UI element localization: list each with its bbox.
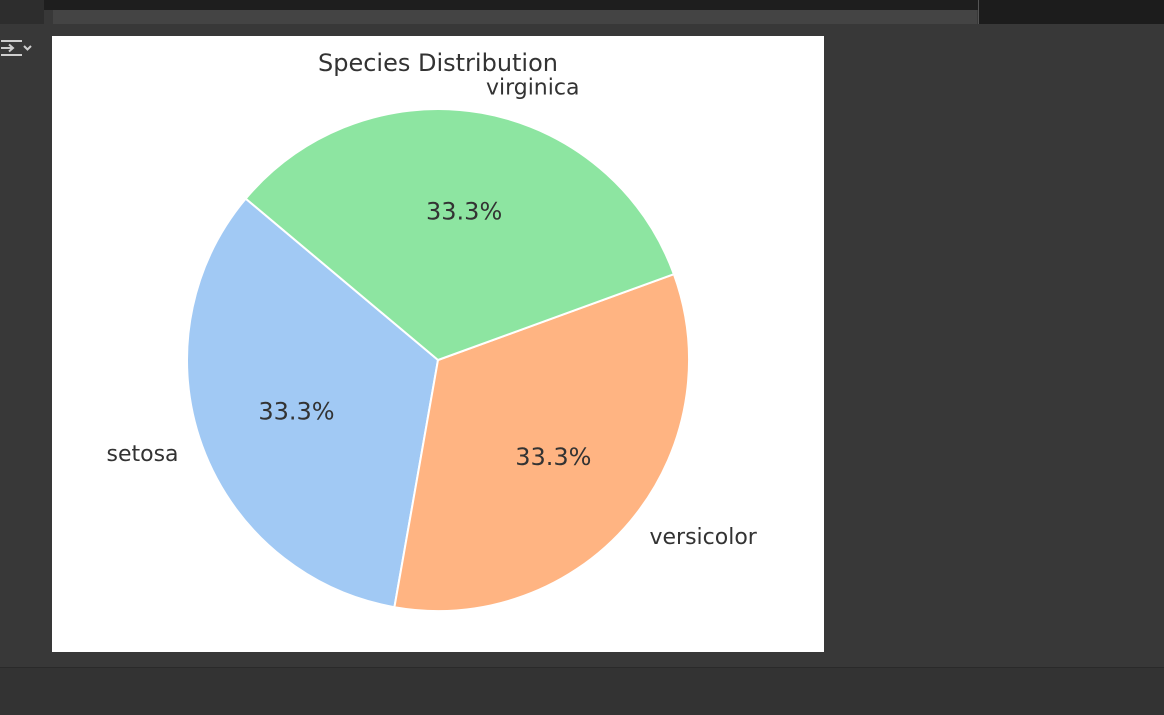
cell-gutter-top xyxy=(0,0,44,24)
chart-figure: Species Distribution 33.3% setosa 33.3% ver… xyxy=(52,36,824,652)
pie-labels: 33.3% setosa 33.3% versicolor 33.3% virginica xyxy=(107,76,758,550)
pie-slices xyxy=(186,108,690,612)
pie-slice-versicolor xyxy=(393,273,690,612)
pie-category-label-versicolor: versicolor xyxy=(650,525,758,550)
top-right-panel xyxy=(978,0,1164,24)
pie-category-label-setosa: setosa xyxy=(107,442,179,467)
output-collapse-icon[interactable] xyxy=(0,36,34,66)
chart-title: Species Distribution xyxy=(318,49,558,77)
pie-pct-label-virginica: 33.3% xyxy=(426,198,502,226)
cell-input-bar[interactable] xyxy=(53,10,977,24)
output-gutter xyxy=(0,24,44,667)
pie-pct-label-setosa: 33.3% xyxy=(258,398,334,426)
pie-slice-setosa xyxy=(186,197,439,609)
pie-pct-label-versicolor: 33.3% xyxy=(515,443,591,471)
pie-chart: Species Distribution 33.3% setosa 33.3% ver… xyxy=(107,49,758,612)
bottom-area xyxy=(0,668,1164,715)
bottom-divider xyxy=(0,667,1164,668)
pie-category-label-virginica: virginica xyxy=(486,76,580,101)
top-strip xyxy=(0,0,1164,10)
pie-slice-virginica xyxy=(244,108,675,361)
